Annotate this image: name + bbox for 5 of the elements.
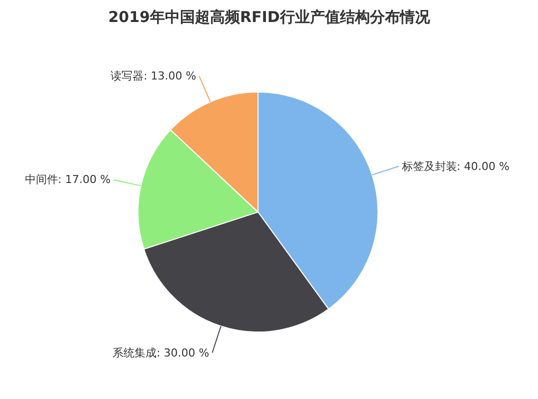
slice-label: 标签及封装: 40.00 % [400, 160, 510, 173]
slice-label: 中间件: 17.00 % [24, 173, 111, 186]
chart-title: 2019年中国超高频RFID行业产值结构分布情况 [107, 8, 431, 27]
slice-label: 系统集成: 30.00 % [112, 346, 210, 360]
slice-label: 读写器: 13.00 % [110, 70, 196, 83]
